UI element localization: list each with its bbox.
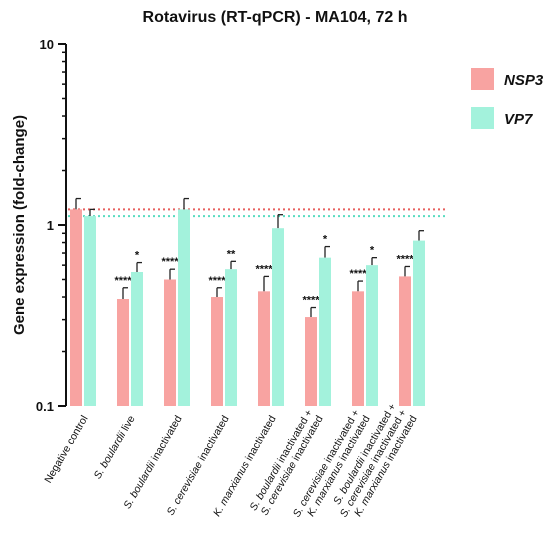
significance-label: **** <box>302 295 320 307</box>
significance-label: ** <box>227 248 236 260</box>
plot-area: Negative control*****S. boulardii live**… <box>36 37 446 519</box>
x-tick-label-part: live <box>118 413 138 435</box>
legend-swatch-nsp3 <box>471 68 494 90</box>
x-tick-label: S. boulardii live <box>92 413 138 481</box>
bar <box>225 269 237 406</box>
x-tick-label-part: S. boulardii <box>121 459 158 511</box>
x-tick-label-part: inactivated <box>148 413 185 465</box>
y-tick-label: 0.1 <box>36 399 54 414</box>
chart-title: Rotavirus (RT-qPCR) - MA104, 72 h <box>143 9 408 26</box>
bar <box>131 271 143 406</box>
significance-label: **** <box>114 275 132 287</box>
bar <box>272 228 284 406</box>
bar <box>366 265 378 406</box>
y-tick-label: 10 <box>40 37 54 52</box>
bar <box>258 291 270 406</box>
y-tick-label: 1 <box>47 218 54 233</box>
bar <box>164 279 176 406</box>
legend-label-vp7: VP7 <box>504 111 533 128</box>
x-tick-label-part: inactivated <box>242 413 279 465</box>
x-tick-label-line: Negative control <box>42 414 90 486</box>
legend: NSP3 VP7 <box>471 68 544 129</box>
significance-label: * <box>370 245 375 257</box>
legend-swatch-vp7 <box>471 107 494 129</box>
x-tick-label-part: S. cerevisiae <box>165 459 206 517</box>
x-tick-label: Negative control <box>42 414 90 486</box>
x-tick-label-part: S. boulardii <box>92 429 129 481</box>
x-tick-label-line: S. boulardii live <box>92 413 138 481</box>
significance-label: **** <box>396 253 414 265</box>
bar <box>399 276 411 406</box>
bar <box>413 240 425 406</box>
y-axis-label: Gene expression (fold-change) <box>11 115 28 335</box>
bar <box>211 297 223 406</box>
x-tick-label-part: K. marxianus <box>211 459 252 519</box>
x-tick-label-part: Negative control <box>42 414 90 486</box>
significance-label: **** <box>208 275 226 287</box>
bar <box>70 209 82 406</box>
legend-label-nsp3: NSP3 <box>504 72 544 89</box>
significance-label: * <box>323 234 328 246</box>
significance-label: **** <box>255 263 273 275</box>
significance-label: * <box>135 250 140 262</box>
x-tick-label-part: inactivated <box>195 413 232 465</box>
bar <box>319 257 331 406</box>
bar <box>352 291 364 406</box>
significance-label: **** <box>161 256 179 268</box>
bar <box>84 216 96 406</box>
bar <box>305 317 317 406</box>
bar <box>178 209 190 406</box>
bar <box>117 299 129 406</box>
significance-label: **** <box>349 268 367 280</box>
